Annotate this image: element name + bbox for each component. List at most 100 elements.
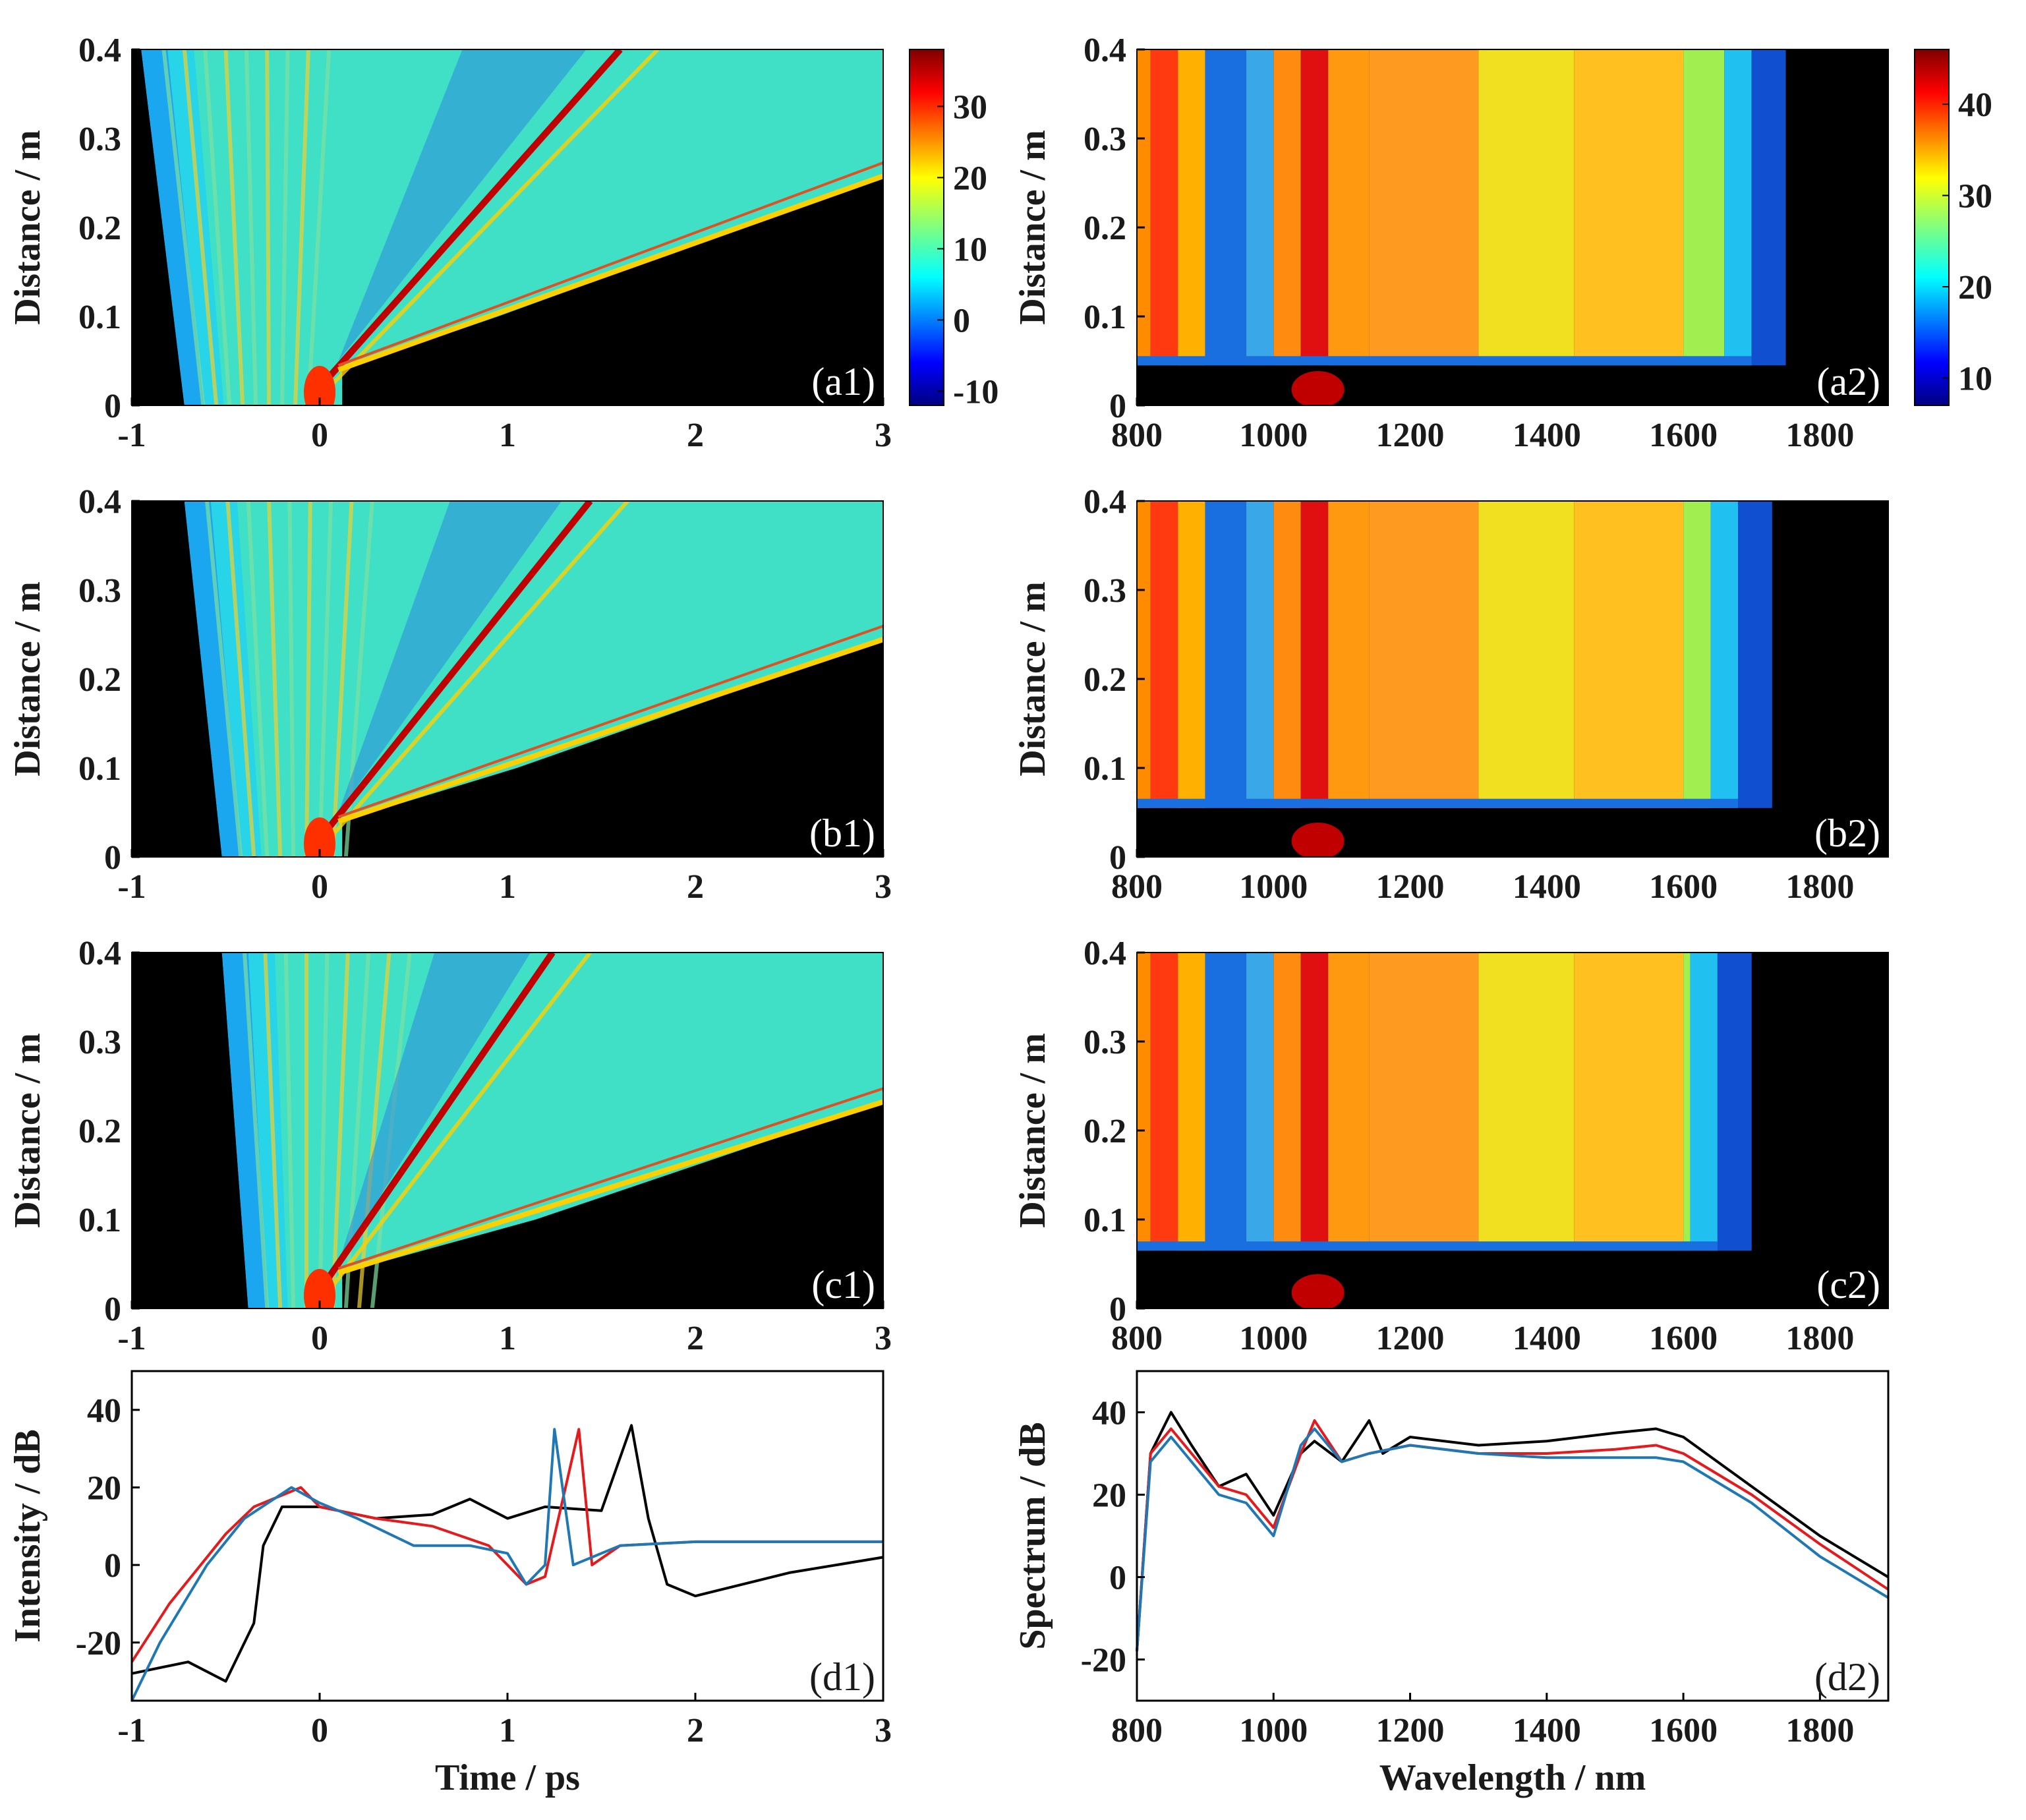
y-tick-label: 40 <box>87 1392 121 1430</box>
x-tick-label: 800 <box>1111 1320 1163 1357</box>
heatmap-streak <box>161 49 206 405</box>
panel-label: (d2) <box>1814 1655 1880 1699</box>
x-tick-label: 1600 <box>1649 417 1718 454</box>
x-tick-label: 1800 <box>1785 1712 1854 1749</box>
x-tick-label: 1000 <box>1239 868 1308 906</box>
heatmap-area <box>1137 953 1888 1308</box>
spectral-band <box>1710 501 1738 808</box>
y-tick-label: 0 <box>104 839 121 877</box>
y-tick-label: 0 <box>1109 1291 1126 1328</box>
y-tick-label: 0.1 <box>78 1202 121 1239</box>
y-axis-label: Spectrum / dB <box>1012 1422 1053 1649</box>
x-tick-label: 800 <box>1111 1712 1163 1749</box>
spectral-band <box>1738 501 1772 808</box>
x-tick-label: 0 <box>311 868 328 906</box>
y-tick-label: 0.2 <box>1084 210 1126 247</box>
y-tick-label: 0 <box>104 1547 121 1585</box>
dispersive-edge <box>337 1099 883 1276</box>
colorbar-tick-label: 30 <box>953 88 987 126</box>
heatmap-streak <box>283 953 296 1308</box>
spectral-band <box>1574 501 1684 808</box>
x-tick-label: 1200 <box>1376 417 1445 454</box>
x-tick-label: 1600 <box>1649 868 1718 906</box>
x-tick-label: 0 <box>311 1712 328 1749</box>
spectral-band <box>1273 49 1301 366</box>
y-axis-label: Distance / m <box>7 130 48 325</box>
y-tick-label: 0 <box>104 1291 121 1328</box>
y-tick-label: 0.1 <box>78 750 121 788</box>
heatmap-streak <box>205 501 243 857</box>
heatmap-edge <box>141 49 204 405</box>
panel-label: (a2) <box>1816 360 1880 403</box>
spectral-band <box>1300 501 1329 808</box>
spectral-band <box>1246 953 1274 1251</box>
spectral-band <box>1273 501 1301 808</box>
panel-d1: -1 0 1 2 3 -20 0 20 40 Intensity / dB Time / ps (d1… <box>7 1370 892 1798</box>
x-tick-label: 1 <box>499 868 516 906</box>
spectral-band <box>1137 953 1151 1251</box>
colorbar-tick-label: 30 <box>1958 178 1992 216</box>
spectral-band <box>1574 953 1684 1251</box>
heatmap-area <box>1137 49 1888 405</box>
spectral-band <box>1246 49 1274 366</box>
y-tick-label: 0.4 <box>78 483 121 521</box>
x-tick-label: 800 <box>1111 868 1163 906</box>
y-tick-label: 0.3 <box>78 572 121 610</box>
x-tick-label: -1 <box>117 417 146 454</box>
heatmap-edge <box>184 501 242 857</box>
spectral-band <box>1478 49 1575 366</box>
heatmap-streak <box>203 49 232 405</box>
pump-spot <box>1291 823 1345 857</box>
y-tick-label: 40 <box>1092 1395 1126 1432</box>
heatmap-streak <box>306 49 332 405</box>
onset-edge <box>1137 798 1738 808</box>
dispersive-edge <box>337 173 883 372</box>
y-tick-label: 0.3 <box>1084 121 1126 158</box>
y-tick-label: -20 <box>76 1625 121 1662</box>
x-tick-label: 0 <box>311 417 328 454</box>
spectral-band <box>1178 49 1205 366</box>
colorbar-tick-label: -10 <box>953 373 999 411</box>
spectral-band <box>1205 953 1246 1251</box>
y-axis-label: Distance / m <box>1012 130 1053 325</box>
x-tick-label: 3 <box>875 417 892 454</box>
colorbar-tick-label: 10 <box>953 231 987 268</box>
soliton-halo <box>328 501 629 840</box>
x-tick-label: 1800 <box>1785 1320 1854 1357</box>
panel-d2: 800 1000 1200 1400 1600 1800 -20 0 20 40 Spectrum … <box>1012 1370 1890 1798</box>
panel-label: (d1) <box>809 1655 875 1699</box>
x-tick-label: 1000 <box>1239 1712 1308 1749</box>
heatmap-area <box>132 953 883 1308</box>
y-tick-label: 20 <box>87 1469 121 1507</box>
x-tick-label: 2 <box>687 1712 704 1749</box>
y-tick-label: 0.2 <box>78 661 121 699</box>
onset-edge <box>1137 1241 1718 1251</box>
x-tick-label: 1 <box>499 1320 516 1357</box>
y-tick-label: 0.2 <box>78 210 121 247</box>
panel-b2: 800 1000 1200 1400 1600 1800 0 0.1 0.2 0.3 0.4 Dist… <box>1012 483 1889 906</box>
heatmap-streak <box>267 501 283 857</box>
colorbar-a2: 10 20 30 40 <box>1914 49 1992 406</box>
heatmap-streak <box>330 953 350 1308</box>
y-tick-label: 0.4 <box>1084 935 1126 972</box>
pump-spot <box>304 366 335 405</box>
panel-label: (a1) <box>811 360 875 403</box>
y-axis-label: Distance / m <box>1012 1033 1053 1228</box>
x-tick-label: 1800 <box>1785 868 1854 906</box>
heatmap-field <box>141 49 883 405</box>
heatmap-field <box>221 953 883 1308</box>
pump-spot <box>304 817 335 857</box>
x-tick-label: 1400 <box>1513 868 1581 906</box>
spectral-band <box>1178 953 1205 1251</box>
x-tick-label: 1200 <box>1376 1712 1445 1749</box>
spectral-band <box>1717 953 1752 1251</box>
y-tick-label: 0.1 <box>1084 1202 1126 1239</box>
spectral-band <box>1574 49 1684 366</box>
x-tick-label: 3 <box>875 1712 892 1749</box>
heatmap-streak <box>225 501 256 857</box>
spectral-band <box>1369 49 1479 366</box>
soliton-trajectory <box>317 49 623 390</box>
series-line-blue <box>130 1428 883 1701</box>
y-tick-label: 0 <box>104 388 121 425</box>
